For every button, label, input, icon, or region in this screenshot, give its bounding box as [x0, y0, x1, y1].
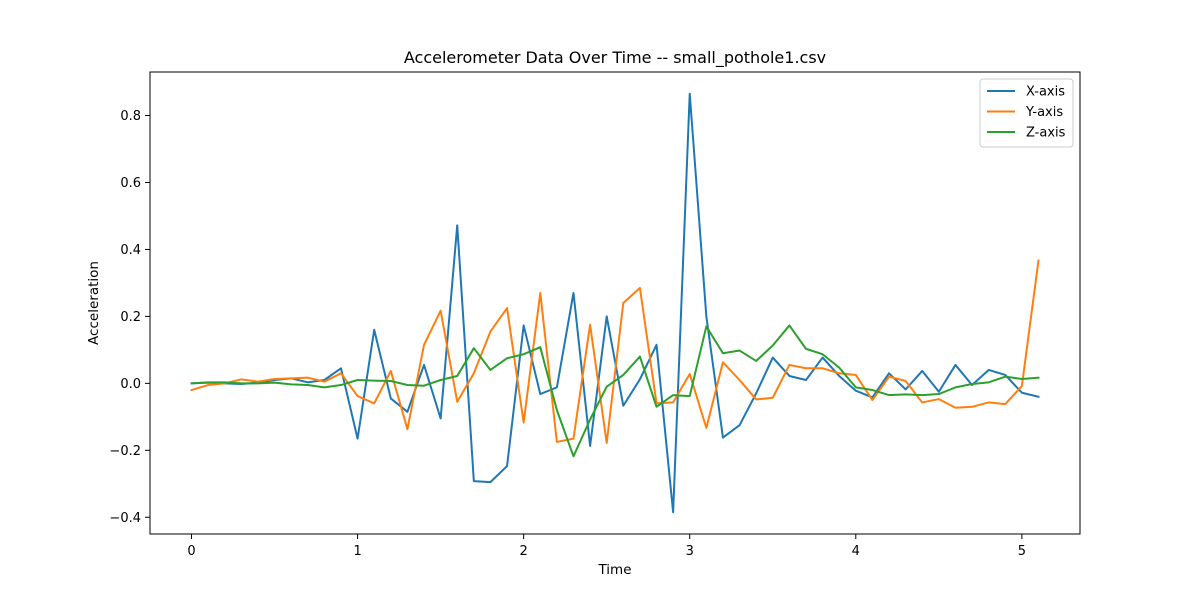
- chart-title: Accelerometer Data Over Time -- small_po…: [404, 48, 826, 68]
- legend-label-y-axis: Y-axis: [1025, 105, 1063, 120]
- x-axis: 0 1 2 3 4 5: [187, 534, 1026, 559]
- plot-frame: [149, 71, 1081, 535]
- x-tick-label: 0: [187, 544, 195, 559]
- x-tick-label: 5: [1018, 544, 1026, 559]
- x-tick-label: 4: [852, 544, 860, 559]
- legend-box: [979, 78, 1074, 148]
- series-layer: [190, 92, 1040, 514]
- y-axis-label: Acceleration: [86, 261, 102, 345]
- x-axis-label: Time: [597, 562, 631, 578]
- series-line-y-axis: [190, 259, 1040, 444]
- y-tick-label: 0.0: [120, 377, 141, 392]
- y-tick-label: −0.4: [109, 511, 141, 526]
- y-tick-label: 0.2: [120, 310, 141, 325]
- x-tick-label: 1: [353, 544, 361, 559]
- y-tick-label: 0.4: [120, 243, 141, 258]
- y-tick-label: −0.2: [109, 444, 141, 459]
- x-tick-label: 2: [520, 544, 528, 559]
- series-line-x-axis: [190, 92, 1040, 514]
- legend: X-axis Y-axis Z-axis: [979, 78, 1074, 148]
- legend-label-x-axis: X-axis: [1026, 85, 1065, 100]
- y-tick-label: 0.6: [120, 176, 141, 191]
- x-tick-label: 3: [686, 544, 694, 559]
- plot-area: [149, 71, 1081, 535]
- y-axis: −0.4 −0.2 0.0 0.2 0.4 0.6 0.8: [109, 109, 150, 526]
- series-line-z-axis: [190, 324, 1040, 458]
- y-tick-label: 0.8: [120, 109, 141, 124]
- legend-label-z-axis: Z-axis: [1026, 126, 1066, 141]
